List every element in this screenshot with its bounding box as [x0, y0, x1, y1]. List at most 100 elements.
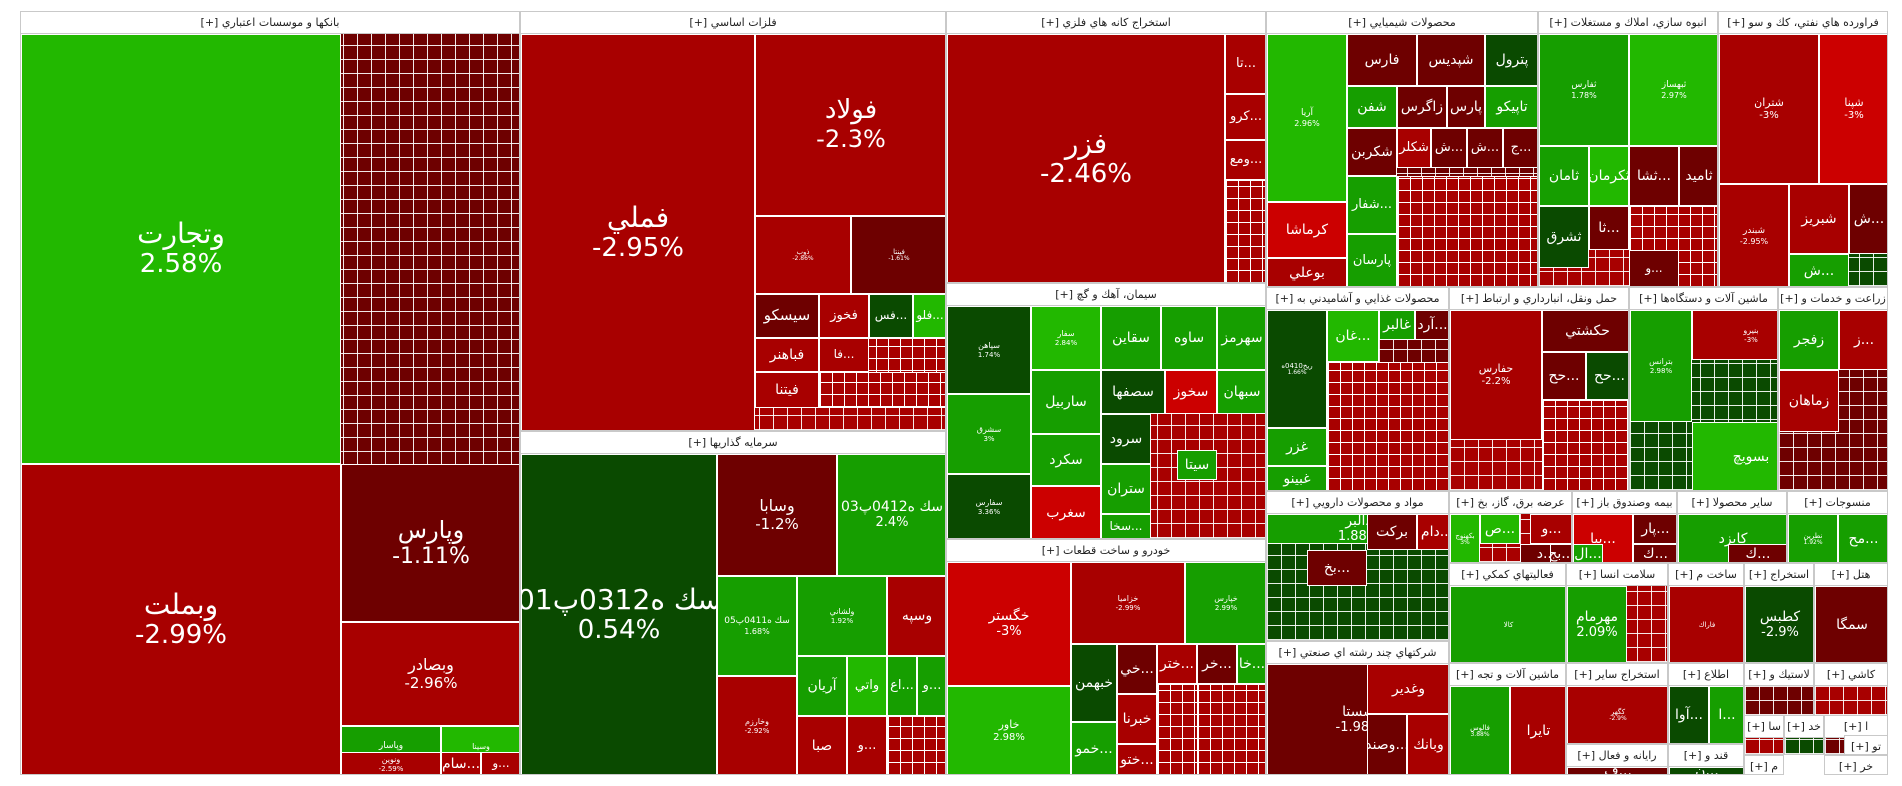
- stock-tile[interactable]: ثشرق: [1539, 206, 1589, 268]
- stock-tile[interactable]: ...خر: [1197, 644, 1237, 684]
- sector-title[interactable]: خر [+]: [1825, 756, 1887, 774]
- sector-title[interactable]: ماشين آلات و تجه [+]: [1450, 664, 1565, 686]
- stock-tile[interactable]: خاور 2.98%: [947, 686, 1071, 774]
- stock-tile[interactable]: خزاميا -2.99%: [1071, 562, 1185, 644]
- stock-tile[interactable]: ثامان: [1539, 146, 1589, 206]
- stock-tile[interactable]: سكرد: [1031, 434, 1101, 486]
- stock-tile[interactable]: وغدير: [1367, 664, 1448, 714]
- stock-tile[interactable]: ...اع: [887, 656, 917, 716]
- sector-title[interactable]: استخراج [+]: [1745, 564, 1813, 586]
- stock-tile[interactable]: بترانس 2.98%: [1630, 310, 1692, 422]
- stock-tile[interactable]: سيتا: [1177, 450, 1217, 480]
- stock-tile[interactable]: كطبس -2.9%: [1745, 586, 1813, 662]
- stock-tile[interactable]: وبملت -2.99%: [21, 464, 341, 774]
- stock-tile[interactable]: ثبهساز 2.97%: [1629, 34, 1717, 146]
- stock-tile[interactable]: شفن: [1347, 86, 1397, 128]
- sector-title[interactable]: منسوجات [+]: [1788, 492, 1887, 514]
- stock-tile[interactable]: ...فلو: [913, 294, 945, 338]
- sector-title[interactable]: انبوه سازي، املاك و مستغلات [+]: [1539, 12, 1717, 34]
- sector-title[interactable]: فلزات اساسي [+]: [521, 12, 945, 34]
- stock-tile[interactable]: فاراك: [1669, 586, 1743, 662]
- stock-tile[interactable]: تاپيكو: [1485, 86, 1537, 128]
- stock-tile[interactable]: فملي -2.95%: [521, 34, 755, 430]
- stock-tile[interactable]: ...و: [917, 656, 945, 716]
- stock-tile[interactable]: ...و: [481, 752, 519, 774]
- stock-tile[interactable]: ...ك: [1728, 544, 1786, 562]
- stock-tile[interactable]: ...غان: [1327, 310, 1379, 362]
- sector-title[interactable]: خد [+]: [1785, 716, 1823, 738]
- sector-title[interactable]: بيمه وصندوق باز [+]: [1573, 492, 1676, 514]
- stock-tile[interactable]: ...ش: [1431, 128, 1467, 168]
- stock-tile[interactable]: ...سام: [441, 752, 481, 774]
- stock-tile[interactable]: حفارس -2.2%: [1450, 310, 1542, 440]
- stock-tile[interactable]: بركت: [1367, 514, 1417, 550]
- stock-tile[interactable]: زفجر: [1779, 310, 1839, 370]
- stock-tile[interactable]: ...فا: [819, 338, 869, 372]
- stock-tile[interactable]: پترول: [1485, 34, 1537, 86]
- stock-tile[interactable]: سخوز: [1165, 370, 1217, 414]
- stock-tile[interactable]: ...ختر: [1157, 644, 1197, 684]
- stock-tile[interactable]: سك ه0411پ05 1.68%: [717, 576, 797, 676]
- stock-tile[interactable]: سفارس 3.36%: [947, 474, 1031, 538]
- stock-tile[interactable]: پارسان: [1347, 234, 1397, 286]
- stock-tile[interactable]: ثفارس 1.78%: [1539, 34, 1629, 146]
- stock-tile[interactable]: كگهر -2.9%: [1567, 686, 1667, 743]
- stock-tile[interactable]: وتجارت 2.58%: [21, 34, 341, 464]
- stock-tile[interactable]: ثاميد: [1679, 146, 1717, 206]
- sector-title[interactable]: تو [+]: [1845, 736, 1887, 754]
- stock-tile[interactable]: وخارزم -2.92%: [717, 676, 797, 774]
- stock-tile[interactable]: واتي: [847, 656, 887, 716]
- stock-tile[interactable]: ...شفار: [1347, 176, 1397, 234]
- stock-tile[interactable]: فالوس 3.88%: [1450, 686, 1510, 774]
- stock-tile[interactable]: سرود: [1101, 414, 1151, 464]
- stock-tile[interactable]: شتران -3%: [1719, 34, 1819, 184]
- stock-tile[interactable]: ...و: [847, 716, 887, 774]
- stock-tile[interactable]: ...بخ: [1307, 550, 1367, 586]
- stock-tile[interactable]: ...ش: [1789, 254, 1849, 286]
- sector-title[interactable]: استخراج ساير [+]: [1567, 664, 1667, 686]
- sector-title[interactable]: كاشي [+]: [1815, 664, 1887, 686]
- stock-tile[interactable]: بوعلي: [1267, 258, 1347, 286]
- stock-tile[interactable]: غبينو: [1267, 466, 1327, 490]
- stock-tile[interactable]: سمگا: [1815, 586, 1887, 662]
- stock-tile[interactable]: ...و: [1530, 514, 1571, 544]
- stock-tile[interactable]: سهرمز: [1217, 306, 1265, 370]
- stock-tile[interactable]: فباهنر: [755, 338, 819, 372]
- stock-tile[interactable]: فخوز: [819, 294, 869, 338]
- stock-tile[interactable]: ...خا: [1237, 644, 1265, 684]
- stock-tile[interactable]: غالبر: [1379, 310, 1415, 340]
- stock-tile[interactable]: ...و: [1629, 250, 1679, 286]
- stock-tile[interactable]: كرماشا: [1267, 202, 1347, 258]
- stock-tile[interactable]: ولشاني 1.92%: [797, 576, 887, 656]
- stock-tile[interactable]: ...ص: [1480, 514, 1520, 544]
- stock-tile[interactable]: ...ختو: [1117, 744, 1157, 774]
- stock-tile[interactable]: ...ش: [1467, 128, 1503, 168]
- stock-tile[interactable]: سپاهن 1.74%: [947, 306, 1031, 394]
- stock-tile[interactable]: حكشتي: [1542, 310, 1628, 352]
- sector-title[interactable]: بانکها و موسسات اعتباري [+]: [21, 12, 519, 34]
- stock-tile[interactable]: بنيرو -3%: [1692, 310, 1777, 360]
- sector-title[interactable]: قند و [+]: [1669, 745, 1743, 767]
- stock-tile[interactable]: ثكرمان: [1589, 146, 1629, 206]
- stock-tile[interactable]: وبانك: [1407, 714, 1448, 774]
- stock-tile[interactable]: ...كرو: [1225, 94, 1265, 140]
- stock-tile[interactable]: ...ال: [1573, 544, 1603, 562]
- stock-tile[interactable]: آريا 2.96%: [1267, 34, 1347, 202]
- sector-title[interactable]: سلامت انسا [+]: [1567, 564, 1667, 586]
- stock-tile[interactable]: صبا: [797, 716, 847, 774]
- stock-tile[interactable]: ...ش: [1849, 184, 1887, 254]
- stock-tile[interactable]: فپنتا -1.61%: [851, 216, 945, 294]
- sector-title[interactable]: لاستيك و [+]: [1745, 664, 1813, 686]
- stock-tile[interactable]: پارس: [1447, 86, 1485, 128]
- stock-tile[interactable]: ...پار: [1633, 514, 1676, 544]
- stock-tile[interactable]: ذوب -2.86%: [755, 216, 851, 294]
- sector-title[interactable]: ا [+]: [1825, 716, 1887, 738]
- sector-title[interactable]: حمل ونقل، انبارداري و ارتباط [+]: [1450, 288, 1628, 310]
- sector-title[interactable]: خودرو و ساخت قطعات [+]: [947, 540, 1265, 562]
- stock-tile[interactable]: ...ز: [1839, 310, 1887, 370]
- stock-tile[interactable]: سيسكو: [755, 294, 819, 338]
- sector-title[interactable]: محصولات شيميايي [+]: [1267, 12, 1537, 34]
- sector-title[interactable]: مواد و محصولات دارويي [+]: [1267, 492, 1448, 514]
- stock-tile[interactable]: ...ا: [1709, 686, 1743, 743]
- sector-title[interactable]: فراورده هاي نفتي، كك و سو [+]: [1719, 12, 1887, 34]
